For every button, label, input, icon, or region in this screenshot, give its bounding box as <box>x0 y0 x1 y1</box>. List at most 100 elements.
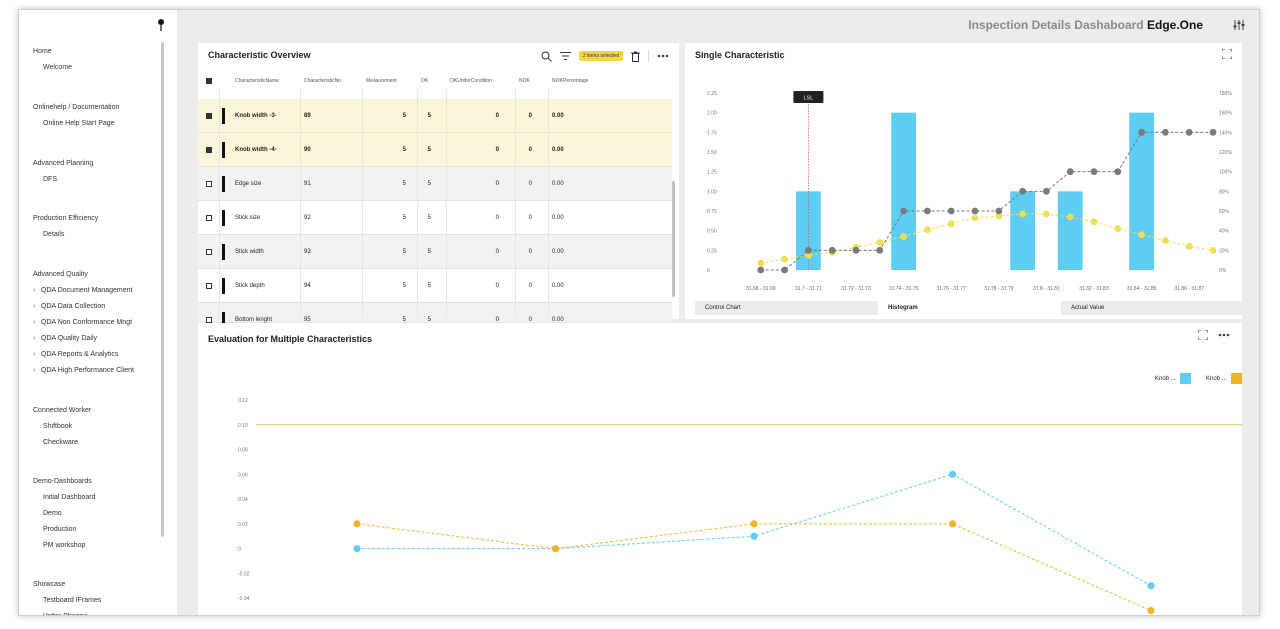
table-cell: 0 <box>495 283 499 289</box>
trash-icon[interactable] <box>631 51 640 62</box>
legend-item[interactable]: Knob ... <box>1155 373 1191 384</box>
sidebar-item[interactable]: DFS <box>33 172 93 188</box>
sidebar-group: Advanced Quality › QDA Document Management… <box>33 267 134 379</box>
pin-icon[interactable] <box>156 18 166 32</box>
sidebar-item[interactable]: Details <box>33 227 98 243</box>
table-cell: 5 <box>402 317 406 323</box>
column-header[interactable]: NOK <box>519 78 530 84</box>
sidebar-group-title[interactable]: Demo-Dashboards <box>33 478 92 485</box>
normal-curve-point <box>1019 210 1026 218</box>
overview-toolbar: 2 items selected <box>541 49 669 63</box>
row-color-marker <box>222 108 225 124</box>
normal-curve-point <box>924 226 931 234</box>
column-header[interactable]: OK <box>421 78 429 84</box>
sidebar-item[interactable]: › QDA Document Management <box>33 283 134 299</box>
sidebar-item-label: QDA Reports & Analytics <box>41 351 119 358</box>
table-cell: Stick size <box>235 215 261 221</box>
table-row[interactable]: Stick width 93 5 5 0 0 0.00 <box>198 235 672 269</box>
sidebar-group-title[interactable]: Production Efficiency <box>33 215 99 222</box>
table-cell: 5 <box>427 317 431 323</box>
sidebar-item[interactable]: Shiftbook <box>33 419 91 435</box>
filter-icon[interactable] <box>559 51 571 61</box>
table-cell: 0 <box>495 113 499 119</box>
sidebar-group: Demo-Dashboards Initial Dashboard Demo Prod… <box>33 474 96 554</box>
sidebar-item[interactable]: › QDA Quality Daily <box>33 331 134 347</box>
lsl-label: LSL <box>804 96 814 102</box>
legend-item[interactable]: Knob ... <box>1206 373 1242 384</box>
chevron-right-icon: › <box>33 287 36 294</box>
sidebar-item[interactable]: › QDA Data Collection <box>33 299 134 315</box>
sidebar-item[interactable]: Production <box>33 522 96 538</box>
legend-label: Knob ... <box>1206 375 1227 382</box>
row-checkbox[interactable] <box>206 113 212 119</box>
row-checkbox[interactable] <box>206 317 212 323</box>
table-row[interactable]: Stick size 92 5 5 0 0 0.00 <box>198 201 672 235</box>
sidebar-item-label: Checkware <box>43 439 79 446</box>
table-cell: 0.00 <box>552 113 564 119</box>
normal-curve-point <box>1138 231 1145 239</box>
table-cell: 5 <box>427 249 431 255</box>
row-checkbox[interactable] <box>206 283 212 289</box>
table-cell: 94 <box>304 283 311 289</box>
sidebar-item[interactable]: › QDA High Performance Client <box>33 363 134 379</box>
sidebar-group-title[interactable]: Home <box>33 48 52 55</box>
cumulative-point <box>947 207 955 215</box>
search-icon[interactable] <box>541 51 552 62</box>
table-row[interactable]: Bottom lenght 95 5 5 0 0 0.00 <box>198 303 672 328</box>
table-cell: 0 <box>528 181 532 187</box>
row-checkbox[interactable] <box>206 249 212 255</box>
row-color-marker <box>222 176 225 192</box>
table-scrollbar[interactable] <box>672 181 675 297</box>
sidebar-item[interactable]: › QDA Non Conformance Mngt <box>33 315 134 331</box>
table-row[interactable]: Knob width -3- 89 5 5 0 0 0.00 <box>198 99 672 133</box>
sidebar-scrollbar[interactable] <box>161 42 164 537</box>
cumulative-point <box>1043 187 1050 195</box>
evaluation-toolbar <box>1198 330 1230 340</box>
column-header[interactable]: CharacteristicName <box>235 78 279 84</box>
cumulative-point <box>1090 168 1098 176</box>
sidebar-item[interactable]: Testboard IFrames <box>33 593 101 609</box>
sidebar-item[interactable]: Checkware <box>33 435 91 451</box>
sidebar-item[interactable]: Initial Dashboard <box>33 490 96 506</box>
row-checkbox[interactable] <box>206 215 212 221</box>
table-row[interactable]: Stick depth 94 5 5 0 0 0.00 <box>198 269 672 303</box>
table-row[interactable]: Edge size 91 5 5 0 0 0.00 <box>198 167 672 201</box>
sidebar-item[interactable]: PM workshop <box>33 538 96 554</box>
table-row[interactable]: Knob width -4- 90 5 5 0 0 0.00 <box>198 133 672 167</box>
sidebar-item-label: QDA High Performance Client <box>41 367 134 374</box>
histogram-bar <box>1129 112 1154 271</box>
tab-control-chart[interactable]: Control Chart <box>695 301 878 315</box>
table-cell: Edge size <box>235 181 262 187</box>
sidebar-item[interactable]: Welcome <box>33 60 72 76</box>
column-header[interactable]: CharacteristicNo <box>304 78 341 84</box>
sidebar-group-title[interactable]: Connected Worker <box>33 407 92 414</box>
row-checkbox[interactable] <box>206 181 212 187</box>
column-header[interactable]: NOKPercentage <box>552 78 589 84</box>
more-icon[interactable] <box>657 54 669 58</box>
legend-swatch <box>1179 373 1191 384</box>
column-header[interactable]: Measurement <box>366 78 397 84</box>
sidebar-group: Connected Worker Shiftbook Checkware <box>33 403 91 451</box>
table-cell: Knob width -3- <box>235 113 277 119</box>
more-icon[interactable] <box>1218 333 1230 337</box>
sidebar-item[interactable]: › QDA Reports & Analytics <box>33 347 134 363</box>
select-all-checkbox[interactable] <box>206 78 212 84</box>
sidebar-group-title[interactable]: Showcase <box>33 581 66 588</box>
x-tick-label: 31.84 - 31.85 <box>1127 286 1157 292</box>
sidebar-item[interactable]: Online Help Start Page <box>33 116 119 132</box>
column-header[interactable]: OKUnderCondition <box>450 78 492 84</box>
table-cell: 89 <box>304 113 311 119</box>
sliders-icon[interactable] <box>1233 19 1245 31</box>
row-checkbox[interactable] <box>206 147 212 153</box>
sidebar-item[interactable]: Demo <box>33 506 96 522</box>
sidebar-group-title[interactable]: Advanced Quality <box>33 271 88 278</box>
sidebar-item-label: QDA Non Conformance Mngt <box>41 319 133 326</box>
normal-curve-point <box>805 251 812 259</box>
sidebar-group: Showcase Testboard IFrames Vetter Pharma <box>33 577 101 615</box>
tab-histogram[interactable]: Histogram <box>888 305 918 311</box>
sidebar-item[interactable]: Vetter Pharma <box>33 609 101 615</box>
sidebar-group-title[interactable]: Advanced Planning <box>33 160 94 167</box>
table-cell: 95 <box>304 317 311 323</box>
sidebar-group-title[interactable]: Onlinehelp / Documentation <box>33 104 120 111</box>
tab-actual-value[interactable]: Actual Value <box>1061 301 1245 315</box>
